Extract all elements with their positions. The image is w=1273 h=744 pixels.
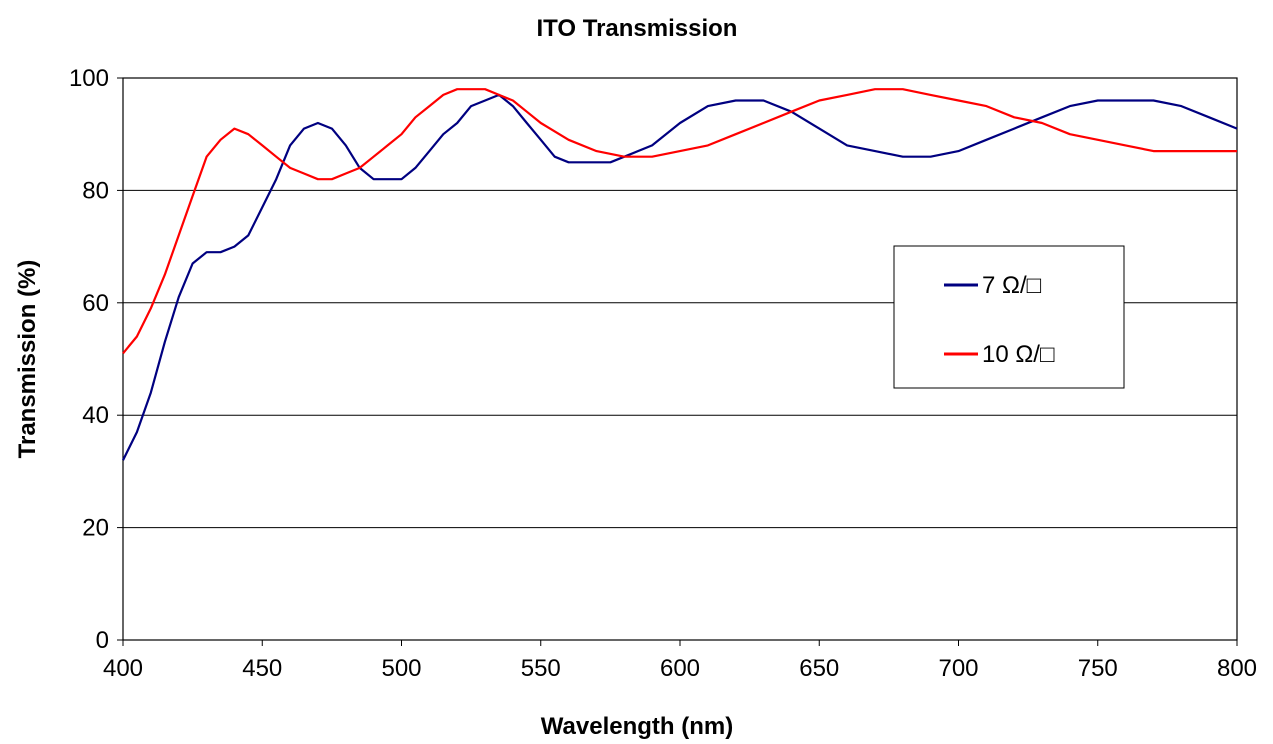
series-layer <box>122 88 1238 461</box>
x-axis-title: Wavelength (nm) <box>541 713 733 740</box>
y-tick-label: 80 <box>82 177 109 204</box>
legend-label-10-ohm: 10 Ω/□ <box>982 341 1055 368</box>
series-line-0 <box>122 93 1238 461</box>
x-tick-label: 500 <box>381 655 421 682</box>
x-tick-label: 450 <box>242 655 282 682</box>
y-tick-label: 40 <box>82 402 109 429</box>
x-tick-label: 400 <box>103 655 143 682</box>
y-axis-title: Transmission (%) <box>14 260 41 459</box>
y-tick-label: 0 <box>96 627 109 654</box>
y-tick-label: 60 <box>82 290 109 317</box>
x-tick-label: 800 <box>1217 655 1257 682</box>
y-axis-ticks: 0 20 40 60 80 100 <box>69 65 123 654</box>
chart-title: ITO Transmission <box>537 15 738 42</box>
y-tick-label: 20 <box>82 515 109 542</box>
legend-label-7-ohm: 7 Ω/□ <box>982 272 1042 299</box>
x-tick-label: 700 <box>938 655 978 682</box>
legend: 7 Ω/□ 10 Ω/□ <box>893 245 1125 389</box>
series-line-1 <box>122 88 1237 355</box>
legend-box <box>893 245 1125 389</box>
x-tick-label: 750 <box>1078 655 1118 682</box>
gridlines <box>123 189 1237 529</box>
x-tick-label: 550 <box>521 655 561 682</box>
x-axis-ticks: 400 450 500 550 600 650 700 750 800 <box>103 640 1257 682</box>
x-tick-label: 650 <box>799 655 839 682</box>
x-tick-label: 600 <box>660 655 700 682</box>
y-tick-label: 100 <box>69 65 109 92</box>
